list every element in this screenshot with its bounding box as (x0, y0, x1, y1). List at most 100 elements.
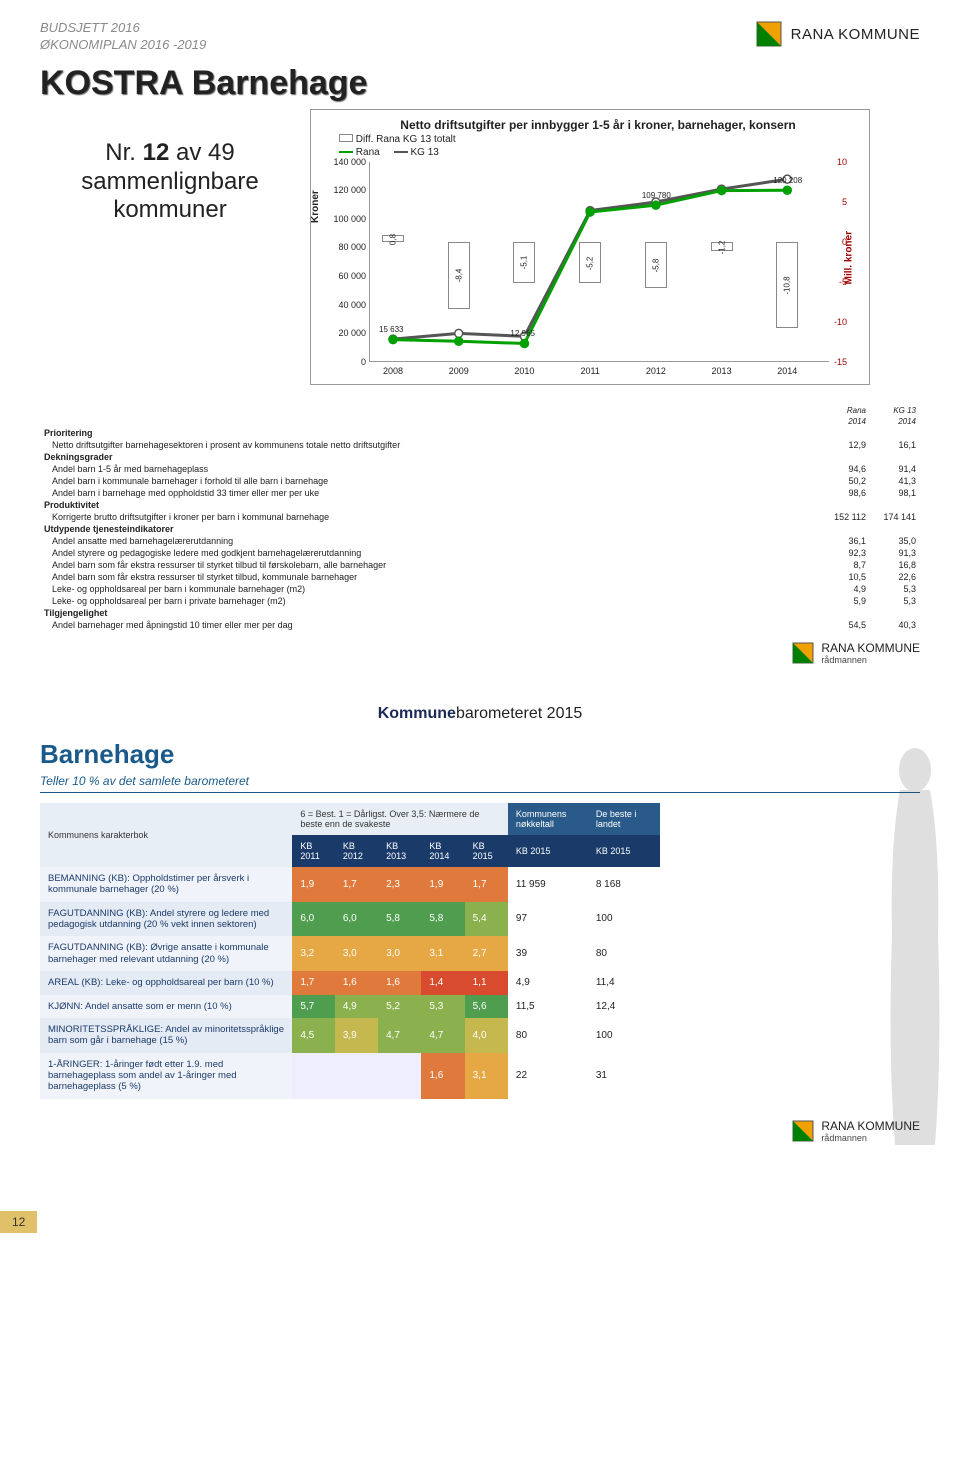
section-header: Tilgjengelighet (40, 607, 820, 619)
kb-score-cell: 4,7 (378, 1018, 421, 1053)
kb-best-cell: 8 168 (588, 867, 660, 902)
row-label: Leke- og oppholdsareal per barn i kommun… (40, 583, 820, 595)
row-label: Andel styrere og pedagogiske ledere med … (40, 547, 820, 559)
chart-legend2: Rana KG 13 (339, 147, 857, 158)
kb-title: Barnehage (40, 739, 920, 770)
row-label: Andel barnehager med åpningstid 10 timer… (40, 619, 820, 631)
kb-score-cell: 4,7 (421, 1018, 464, 1053)
kb-row-label: AREAL (KB): Leke- og oppholdsareal per b… (40, 971, 292, 994)
y-tick-left: 20 000 (332, 328, 366, 338)
chart-legend: Diff. Rana KG 13 totalt (339, 134, 857, 145)
kb-brand: Kommunebarometeret 2015 (40, 705, 920, 723)
kb-best-cell: 11,4 (588, 971, 660, 994)
kb-year-col: KB 2013 (378, 835, 421, 867)
chart-title: Netto driftsutgifter per innbygger 1-5 å… (339, 118, 857, 132)
shield-icon (791, 1119, 815, 1143)
kb-score-cell: 5,6 (465, 995, 508, 1018)
row-label: Andel barn som får ekstra ressurser til … (40, 571, 820, 583)
kb-score-cell: 1,7 (465, 867, 508, 902)
kb-best-cell: 100 (588, 1018, 660, 1053)
x-tick: 2008 (373, 366, 413, 376)
kb-score-cell: 3,9 (335, 1018, 378, 1053)
chart-container: Netto driftsutgifter per innbygger 1-5 å… (310, 109, 870, 385)
kb-top-left: Kommunens karakterbok (40, 803, 292, 867)
kb-score-cell: 5,7 (292, 995, 334, 1018)
chart-plot-area: Mill. kroner 020 00040 00060 00080 00010… (369, 162, 829, 362)
y-tick-left: 140 000 (332, 157, 366, 167)
kb-nokkel-cell: 97 (508, 902, 588, 937)
kb-score-cell: 5,8 (378, 902, 421, 937)
kb-col-nokkel: Kommunens nøkkeltall (508, 803, 588, 835)
y-tick-right: 0 (842, 237, 847, 247)
row-value: 152 112 (820, 511, 870, 523)
shield-icon (755, 20, 783, 48)
kb-score-cell: 3,1 (465, 1053, 508, 1099)
section-header: Prioritering (40, 427, 820, 439)
row-value: 22,6 (870, 571, 920, 583)
row-value: 98,6 (820, 487, 870, 499)
kb-brand-rest: barometeret 2015 (456, 705, 582, 722)
kb-score-cell (335, 1053, 378, 1099)
kb-score-cell: 4,5 (292, 1018, 334, 1053)
kb-row-label: 1-ÅRINGER: 1-åringer født etter 1.9. med… (40, 1053, 292, 1099)
kb-score-cell: 1,9 (292, 867, 334, 902)
rank-right: Nr. 30 av 43 sammenlignbare kommuner (950, 1063, 960, 1142)
shield-icon (791, 641, 815, 665)
kb-score-cell: 1,4 (421, 971, 464, 994)
row-value: 91,4 (870, 463, 920, 475)
org-logo-mid: RANA KOMMUNE rådmannen (791, 641, 920, 665)
kb-score-cell: 1,6 (335, 971, 378, 994)
row-value: 4,9 (820, 583, 870, 595)
kb-nokkel-cell: 11 959 (508, 867, 588, 902)
kb-row-label: MINORITETSSPRÅKLIGE: Andel av minoritets… (40, 1018, 292, 1053)
row-value: 16,1 (870, 439, 920, 451)
kb-score-cell: 3,2 (292, 936, 334, 971)
y-tick-right: 5 (842, 197, 847, 207)
kb-score-cell: 1,6 (421, 1053, 464, 1099)
row-value: 54,5 (820, 619, 870, 631)
kb-score-cell: 2,7 (465, 936, 508, 971)
y-tick-left: 120 000 (332, 185, 366, 195)
page-number: 12 (0, 1211, 37, 1233)
row-label: Andel barn i barnehage med oppholdstid 3… (40, 487, 820, 499)
row-value: 36,1 (820, 535, 870, 547)
kb-score-cell: 6,0 (292, 902, 334, 937)
kb-year-col: KB 2014 (421, 835, 464, 867)
kb-brand-bold: Kommune (378, 705, 456, 722)
row-value: 98,1 (870, 487, 920, 499)
header-left: BUDSJETT 2016 ØKONOMIPLAN 2016 -2019 (40, 20, 206, 54)
rank-prefix: Nr. (105, 139, 142, 166)
kb-score-cell (378, 1053, 421, 1099)
plan-line: ØKONOMIPLAN 2016 -2019 (40, 37, 206, 54)
row-value: 5,3 (870, 595, 920, 607)
kb-score-cell: 1,7 (335, 867, 378, 902)
y-tick-right: -10 (834, 317, 847, 327)
x-tick: 2013 (702, 366, 742, 376)
kb-best-cell: 12,4 (588, 995, 660, 1018)
kb-nokkel-cell: 80 (508, 1018, 588, 1053)
kostra-table: RanaKG 1320142014PrioriteringNetto drift… (40, 405, 920, 631)
kb-score-cell: 4,9 (335, 995, 378, 1018)
kb-row-label: BEMANNING (KB): Oppholdstimer per årsver… (40, 867, 292, 902)
org-logo-top: RANA KOMMUNE (755, 20, 920, 48)
kb-score-cell: 5,8 (421, 902, 464, 937)
row-value: 40,3 (870, 619, 920, 631)
y-tick-right: -15 (834, 357, 847, 367)
budget-line: BUDSJETT 2016 (40, 20, 206, 37)
kb-col-best: De beste i landet (588, 803, 660, 835)
kb-year-col: KB 2015 (588, 835, 660, 867)
y-tick-right: 10 (837, 157, 847, 167)
org-sub: rådmannen (821, 655, 920, 665)
row-value: 12,9 (820, 439, 870, 451)
org-name: RANA KOMMUNE (791, 26, 920, 43)
row-value: 8,7 (820, 559, 870, 571)
row-label: Leke- og oppholdsareal per barn i privat… (40, 595, 820, 607)
legend-kg13: KG 13 (410, 147, 438, 158)
legend-diff: Diff. Rana KG 13 totalt (356, 134, 456, 145)
row-value: 92,3 (820, 547, 870, 559)
kb-row-label: FAGUTDANNING (KB): Øvrige ansatte i komm… (40, 936, 292, 971)
y-tick-left: 60 000 (332, 271, 366, 281)
kb-subtitle: Teller 10 % av det samlete barometeret (40, 774, 920, 793)
y-tick-right: -5 (839, 277, 847, 287)
x-tick: 2012 (636, 366, 676, 376)
